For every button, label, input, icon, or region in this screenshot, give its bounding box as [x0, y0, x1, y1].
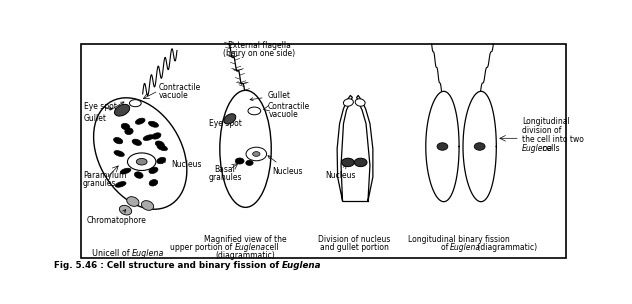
Text: Longitudinal binary fission: Longitudinal binary fission — [408, 235, 509, 244]
Text: the cell into two: the cell into two — [522, 135, 584, 144]
Ellipse shape — [114, 104, 130, 116]
Ellipse shape — [142, 201, 154, 210]
Ellipse shape — [157, 157, 166, 164]
Ellipse shape — [114, 137, 123, 144]
Text: Contractile: Contractile — [267, 102, 310, 111]
Text: Nucleus: Nucleus — [325, 165, 355, 180]
Text: Nucleus: Nucleus — [268, 156, 303, 176]
Text: Division of nucleus: Division of nucleus — [318, 235, 391, 244]
Ellipse shape — [137, 158, 147, 165]
Text: External flagella: External flagella — [228, 41, 291, 50]
Ellipse shape — [143, 135, 154, 140]
Ellipse shape — [121, 123, 130, 130]
Ellipse shape — [132, 139, 142, 145]
Text: vacuole: vacuole — [269, 110, 299, 119]
Ellipse shape — [135, 118, 145, 124]
Ellipse shape — [157, 145, 167, 150]
Ellipse shape — [149, 180, 158, 186]
Ellipse shape — [246, 147, 267, 161]
Ellipse shape — [149, 121, 159, 127]
Ellipse shape — [125, 128, 133, 135]
Ellipse shape — [94, 98, 187, 209]
Text: Contractile: Contractile — [159, 83, 200, 92]
Ellipse shape — [152, 133, 161, 139]
Ellipse shape — [135, 172, 143, 178]
Ellipse shape — [355, 99, 365, 106]
Text: (diagrammatic): (diagrammatic) — [216, 251, 276, 260]
Ellipse shape — [127, 197, 139, 206]
Text: Nucleus: Nucleus — [160, 160, 202, 169]
Ellipse shape — [246, 160, 253, 165]
Text: granules: granules — [208, 173, 241, 182]
Text: vacuole: vacuole — [159, 91, 188, 100]
Text: (hairy on one side): (hairy on one side) — [223, 49, 295, 58]
Text: Paramylum: Paramylum — [83, 171, 126, 180]
Text: Unicell of: Unicell of — [92, 248, 132, 257]
Ellipse shape — [128, 153, 156, 171]
Text: Euglena: Euglena — [450, 243, 482, 252]
Ellipse shape — [235, 158, 244, 164]
Text: Eye spot: Eye spot — [209, 119, 241, 128]
Ellipse shape — [119, 205, 131, 215]
Text: Longitudinal: Longitudinal — [522, 117, 569, 126]
Ellipse shape — [224, 114, 236, 124]
Ellipse shape — [437, 143, 448, 150]
Ellipse shape — [343, 99, 353, 106]
Ellipse shape — [474, 143, 485, 150]
Ellipse shape — [355, 158, 367, 167]
Ellipse shape — [253, 152, 260, 156]
Text: of: of — [441, 243, 450, 252]
Ellipse shape — [155, 141, 164, 147]
Text: Chromatophore: Chromatophore — [87, 210, 146, 226]
Ellipse shape — [248, 107, 261, 115]
Text: Euglena: Euglena — [132, 248, 164, 257]
Text: Basal: Basal — [214, 165, 235, 174]
Text: Magnified view of the: Magnified view of the — [204, 235, 287, 244]
Text: upper portion of: upper portion of — [170, 243, 234, 252]
Ellipse shape — [114, 150, 125, 157]
Text: and gullet portion: and gullet portion — [320, 243, 389, 252]
Text: (diagrammatic): (diagrammatic) — [475, 243, 537, 252]
Text: granules: granules — [83, 179, 116, 188]
Text: Euglena: Euglena — [522, 144, 553, 153]
Ellipse shape — [120, 168, 131, 174]
Text: Gullet: Gullet — [250, 91, 291, 101]
Ellipse shape — [220, 90, 271, 207]
Text: cell: cell — [263, 243, 278, 252]
Ellipse shape — [115, 181, 126, 187]
Text: Euglena: Euglena — [283, 261, 322, 270]
Ellipse shape — [149, 167, 158, 174]
Text: Fig. 5.46 : Cell structure and binary fission of: Fig. 5.46 : Cell structure and binary fi… — [54, 261, 283, 270]
Text: division of: division of — [522, 126, 561, 135]
Ellipse shape — [341, 158, 355, 167]
Ellipse shape — [130, 100, 141, 107]
Text: Euglena: Euglena — [234, 243, 266, 252]
Text: cells: cells — [540, 144, 560, 153]
Text: Eye spot: Eye spot — [84, 102, 117, 111]
Text: Gullet: Gullet — [84, 102, 124, 123]
